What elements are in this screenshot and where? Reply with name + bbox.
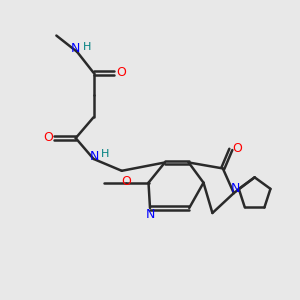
Text: H: H [83, 42, 92, 52]
Text: N: N [71, 42, 80, 56]
Text: O: O [121, 175, 131, 188]
Text: H: H [101, 149, 110, 159]
Text: N: N [231, 182, 240, 195]
Text: O: O [116, 66, 126, 79]
Text: O: O [232, 142, 242, 155]
Text: O: O [43, 131, 53, 144]
Text: N: N [145, 208, 155, 221]
Text: N: N [89, 150, 99, 163]
